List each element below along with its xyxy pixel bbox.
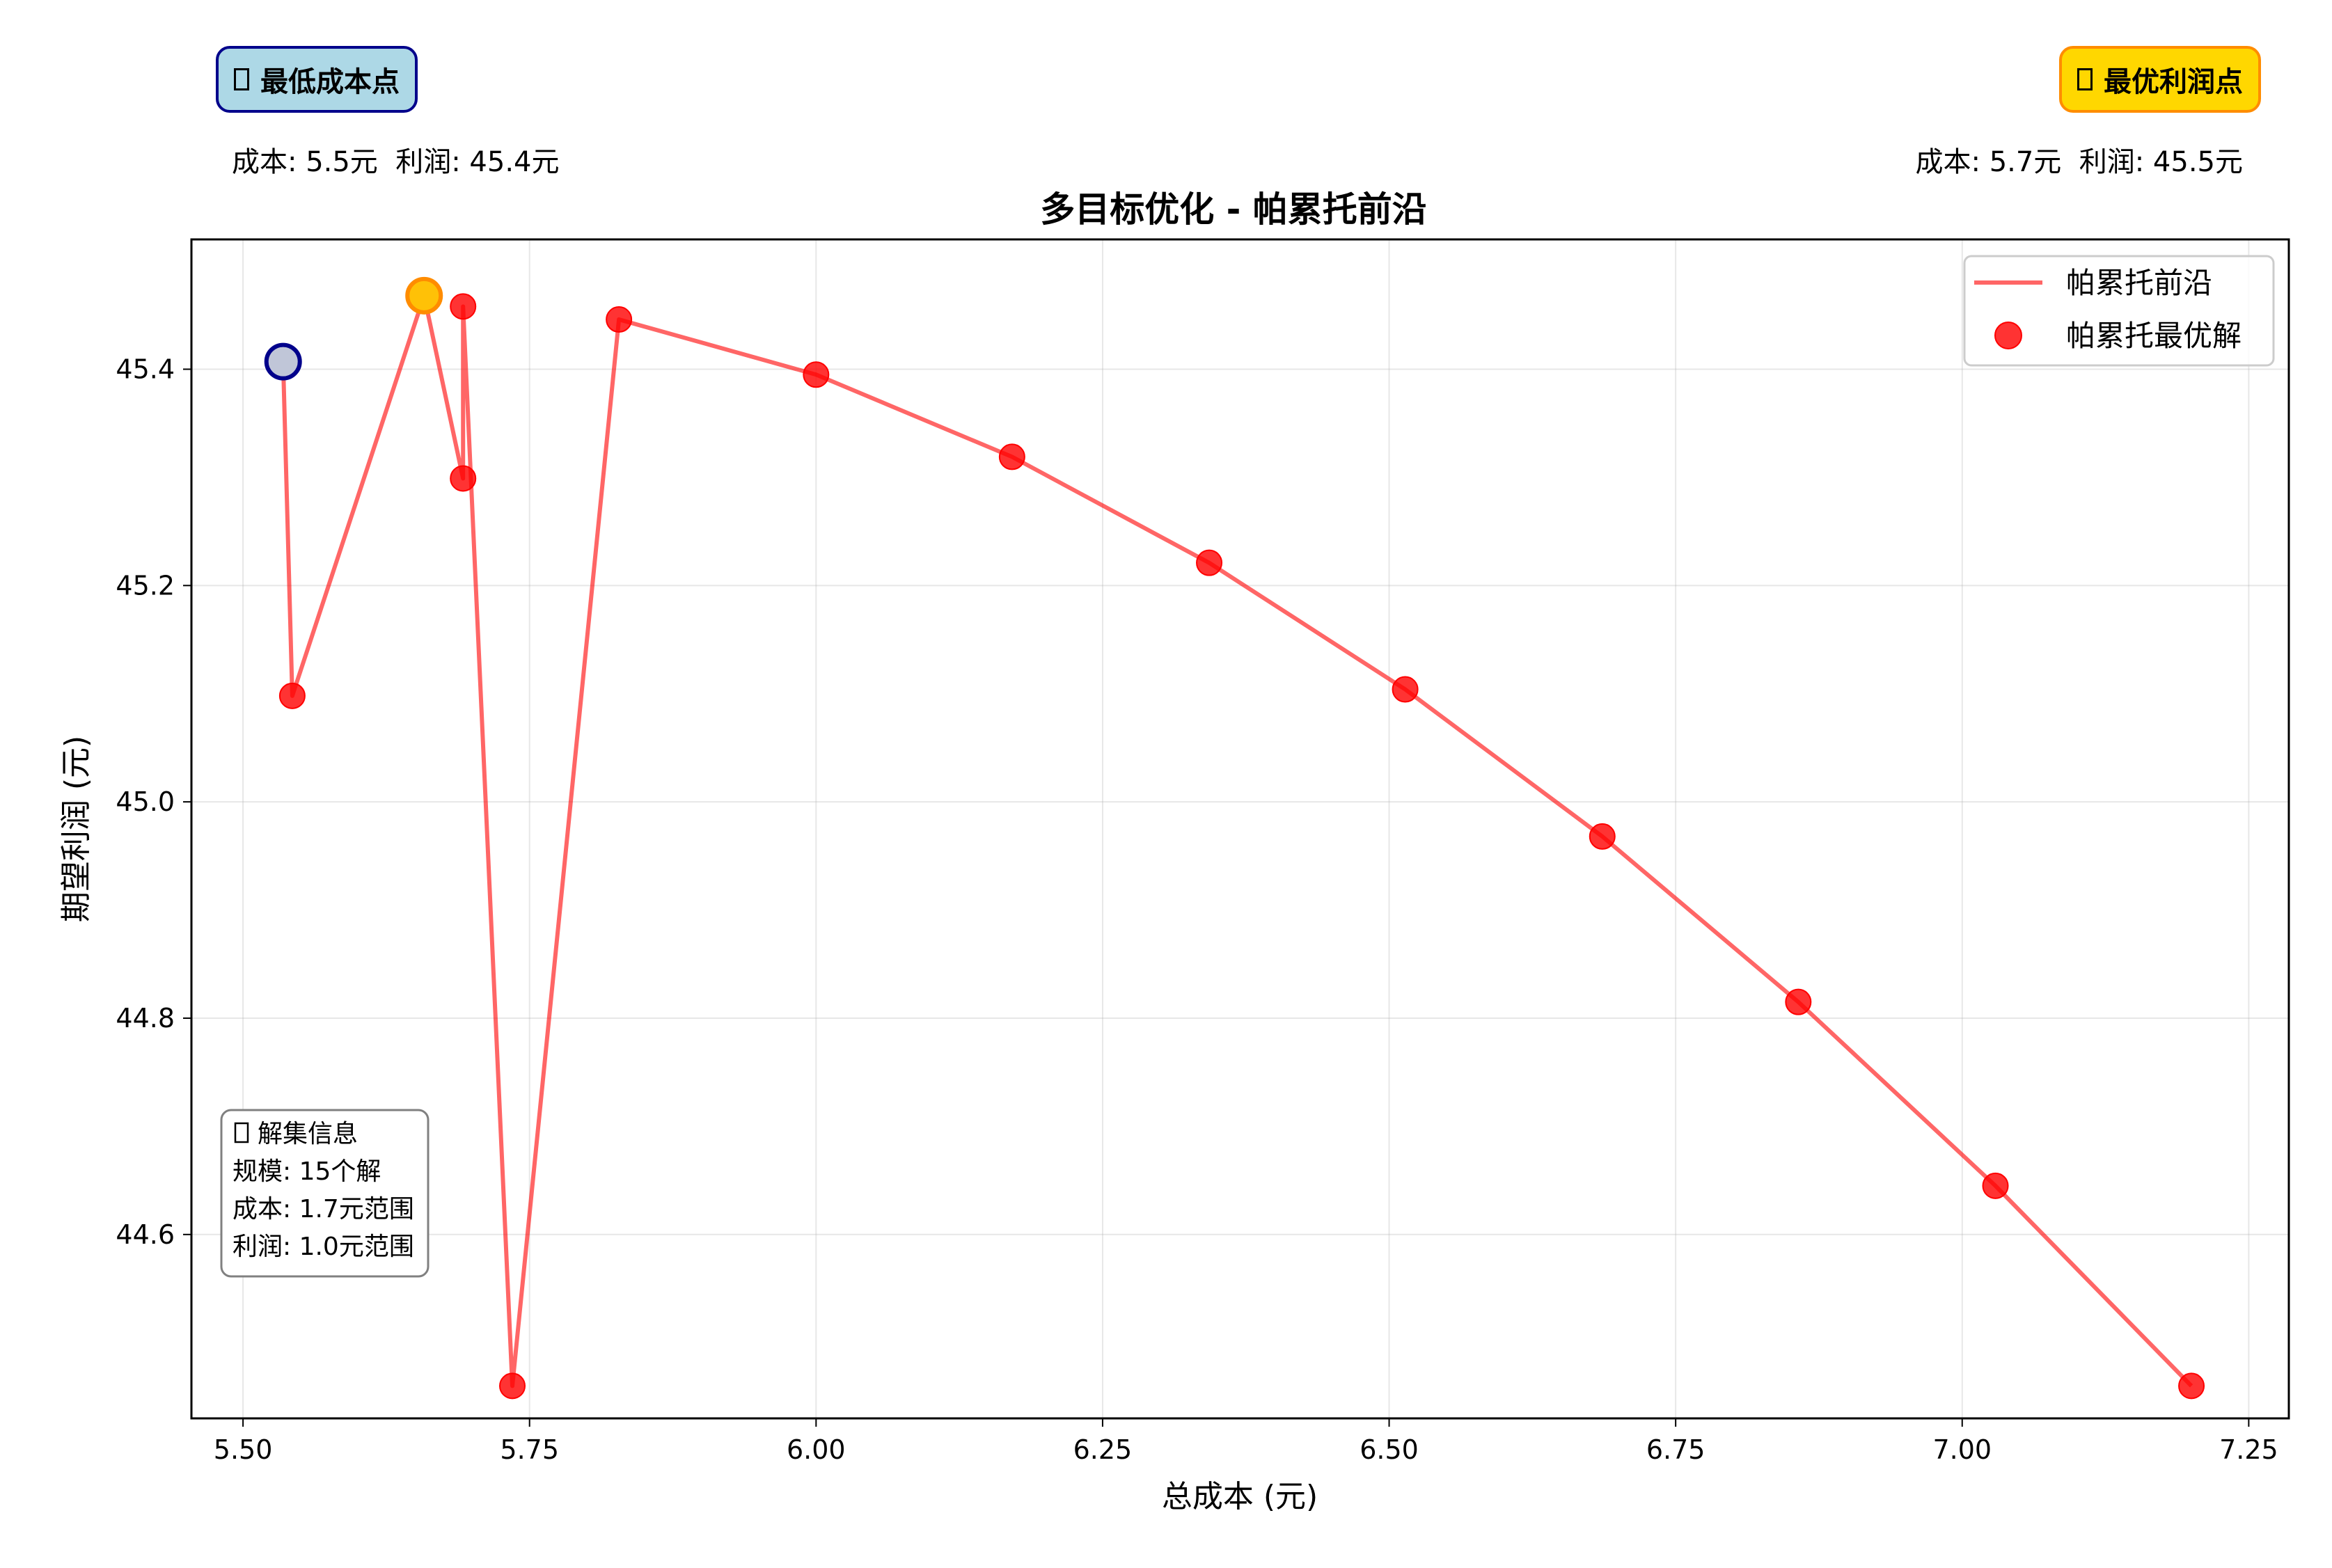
- pareto-optimal-point: [450, 465, 477, 492]
- info-box: 解集信息 规模: 15个解 成本: 1.7元范围 利润: 1.0元范围: [220, 1109, 430, 1278]
- x-tick-label: 6.75: [1646, 1434, 1705, 1465]
- info-box-line: 利润: 1.0元范围: [233, 1233, 414, 1261]
- legend: 帕累托前沿 帕累托最优解: [1963, 255, 2275, 367]
- min-cost-detail: 成本: 5.5元 利润: 45.4元: [232, 146, 560, 178]
- best-profit-badge-label: 最优利润点: [2104, 66, 2243, 98]
- y-tick-label: 45.2: [116, 570, 175, 601]
- missing-glyph-icon: [234, 1122, 249, 1143]
- legend-marker-swatch: [1994, 322, 2022, 349]
- pareto-frontier-line: [281, 293, 2193, 1388]
- min-cost-point-marker: [264, 342, 302, 381]
- pareto-optimal-point: [1589, 823, 1616, 850]
- x-tick-label: 7.25: [2219, 1434, 2278, 1465]
- x-tick-label: 5.50: [214, 1434, 273, 1465]
- pareto-optimal-point: [2178, 1372, 2205, 1400]
- x-tick-label: 6.50: [1360, 1434, 1419, 1465]
- info-box-line: 规模: 15个解: [233, 1157, 381, 1186]
- x-tick-label: 5.75: [500, 1434, 559, 1465]
- x-axis-label: 总成本 (元): [1162, 1479, 1318, 1514]
- min-cost-badge-label: 最低成本点: [260, 66, 400, 98]
- info-box-frame: [220, 1109, 430, 1278]
- pareto-optimal-point: [606, 306, 633, 333]
- pareto-optimal-point: [998, 443, 1025, 470]
- pareto-optimal-point: [1785, 988, 1812, 1015]
- pareto-optimal-point: [278, 682, 306, 709]
- info-box-line: 成本: 1.7元范围: [233, 1195, 414, 1223]
- axes: 5.50 5.75 6.00 6.25 6.50 6.75 7.00 7.25 44.6 44.8…: [116, 354, 2278, 1465]
- best-profit-point-marker: [405, 276, 443, 315]
- y-axis-label: 期望利润 (元): [58, 736, 94, 922]
- pareto-optimal-point: [450, 293, 477, 320]
- best-profit-badge: 最优利润点: [2059, 46, 2261, 113]
- x-tick-label: 7.00: [1932, 1434, 1992, 1465]
- y-tick-label: 44.8: [116, 1003, 175, 1034]
- series-layer: [264, 276, 2205, 1400]
- missing-glyph-icon: [2077, 68, 2093, 90]
- pareto-optimal-point: [1982, 1172, 2009, 1199]
- grid: [191, 239, 2289, 1418]
- pareto-optimal-point: [499, 1372, 526, 1400]
- y-tick-label: 45.4: [116, 354, 175, 384]
- legend-entry-optimal: 帕累托最优解: [2066, 319, 2242, 353]
- chart-title: 多目标优化 - 帕累托前沿: [1040, 189, 1427, 230]
- x-tick-label: 6.00: [787, 1434, 846, 1465]
- legend-entry-frontier: 帕累托前沿: [2066, 266, 2212, 300]
- min-cost-badge: 最低成本点: [216, 46, 418, 113]
- info-box-title: 解集信息: [258, 1120, 358, 1148]
- y-tick-label: 44.6: [116, 1219, 175, 1250]
- best-profit-detail: 成本: 5.7元 利润: 45.5元: [1915, 146, 2244, 178]
- y-tick-label: 45.0: [116, 786, 175, 817]
- missing-glyph-icon: [234, 68, 249, 90]
- pareto-optimal-point: [803, 361, 830, 388]
- pareto-optimal-point: [1392, 676, 1419, 703]
- x-tick-label: 6.25: [1073, 1434, 1133, 1465]
- pareto-optimal-point: [1196, 549, 1223, 576]
- plot-frame: [190, 238, 2290, 1420]
